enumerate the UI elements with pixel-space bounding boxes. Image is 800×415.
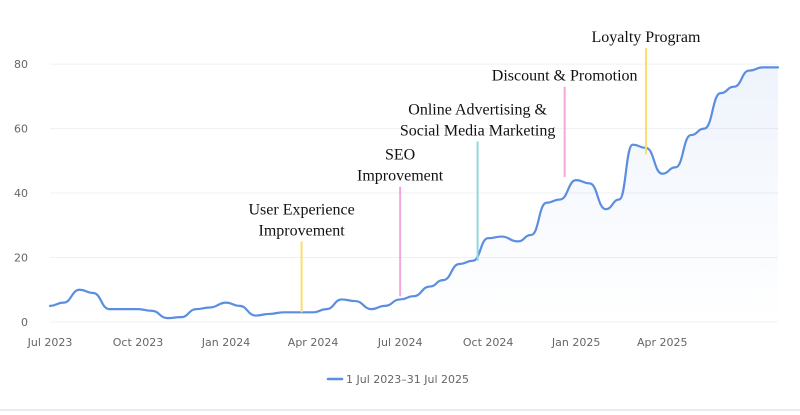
y-tick-label: 0 bbox=[21, 316, 28, 329]
x-tick-label: Apr 2024 bbox=[288, 336, 339, 349]
x-tick-label: Jul 2024 bbox=[377, 336, 423, 349]
annotation-label: User Experience bbox=[249, 201, 355, 218]
x-tick-label: Oct 2023 bbox=[113, 336, 164, 349]
x-tick-label: Apr 2025 bbox=[637, 336, 688, 349]
series-area-fill bbox=[50, 67, 778, 322]
annotations: User ExperienceImprovementSEOImprovement… bbox=[249, 29, 701, 313]
annotation-3: Discount & Promotion bbox=[492, 68, 638, 177]
annotation-4: Loyalty Program bbox=[592, 29, 701, 155]
y-tick-label: 60 bbox=[14, 123, 28, 136]
series-line[interactable] bbox=[48, 66, 780, 320]
annotation-label: Social Media Marketing bbox=[400, 122, 556, 139]
y-tick-label: 80 bbox=[14, 58, 28, 71]
annotation-label: Discount & Promotion bbox=[492, 68, 638, 85]
annotation-label: SEO bbox=[385, 147, 415, 164]
annotation-label: Improvement bbox=[357, 168, 444, 185]
y-tick-label: 20 bbox=[14, 252, 28, 265]
legend-label: 1 Jul 2023–31 Jul 2025 bbox=[346, 373, 469, 386]
annotation-label: Online Advertising & bbox=[408, 101, 547, 118]
y-axis-ticks: 0 20 40 60 80 bbox=[14, 58, 28, 329]
x-tick-label: Jan 2024 bbox=[201, 336, 250, 349]
annotation-label: Improvement bbox=[258, 222, 345, 239]
x-tick-label: Jul 2023 bbox=[27, 336, 73, 349]
annotation-label: Loyalty Program bbox=[592, 29, 701, 46]
bottom-divider bbox=[0, 409, 800, 411]
annotation-2: Online Advertising & Social Media Marketi… bbox=[400, 101, 556, 261]
y-tick-label: 40 bbox=[14, 187, 28, 200]
legend[interactable]: 1 Jul 2023–31 Jul 2025 bbox=[326, 373, 469, 386]
x-tick-label: Jan 2025 bbox=[551, 336, 600, 349]
annotation-0: User Experience Improvement bbox=[249, 201, 355, 313]
annotation-1: SEO Improvement bbox=[357, 147, 444, 297]
x-tick-label: Oct 2024 bbox=[463, 336, 514, 349]
x-axis-ticks: Jul 2023 Oct 2023 Jan 2024 Apr 2024 Jul 2024… bbox=[27, 336, 688, 349]
